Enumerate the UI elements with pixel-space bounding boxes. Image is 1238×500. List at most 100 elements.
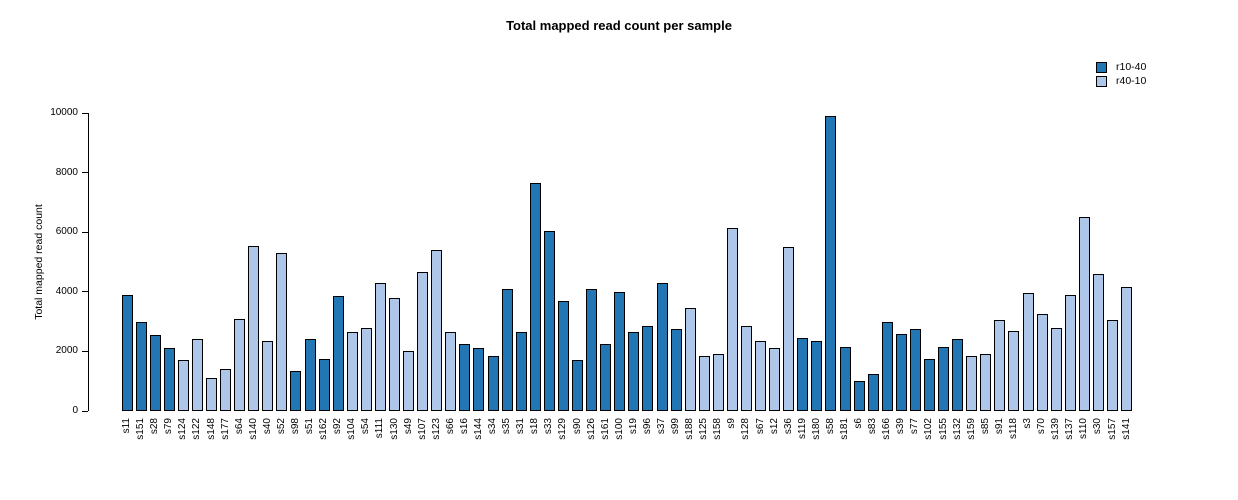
x-tick-label-s30: s30 — [1092, 418, 1104, 435]
bar-slot-s51: s51 — [303, 113, 317, 434]
x-tick-label-s52: s52 — [275, 418, 287, 435]
bar-slot-s159: s159 — [965, 113, 979, 440]
bar-s155 — [938, 346, 950, 411]
bar-s70 — [1036, 314, 1048, 411]
chart-title: Total mapped read count per sample — [506, 18, 732, 33]
bar-s54 — [360, 327, 372, 411]
x-tick-label-s110: s110 — [1078, 418, 1090, 439]
bar-slot-s58: s58 — [824, 113, 838, 434]
bar-s122 — [191, 339, 203, 411]
bar-slot-s9: s9 — [725, 113, 739, 429]
y-tick-label: 2000 — [55, 345, 78, 357]
bar-s144 — [473, 348, 485, 411]
bar-s162 — [318, 358, 330, 411]
x-tick-label-s98: s98 — [289, 418, 301, 435]
bar-slot-s107: s107 — [416, 113, 430, 440]
bar-slot-s132: s132 — [951, 113, 965, 440]
x-tick-label-s3: s3 — [1022, 418, 1034, 429]
x-tick-label-s90: s90 — [571, 418, 583, 435]
x-tick-label-s54: s54 — [360, 418, 372, 435]
bar-slot-s66: s66 — [444, 113, 458, 434]
x-tick-label-s64: s64 — [233, 418, 245, 435]
y-tick-label: 10000 — [50, 107, 78, 118]
y-tick-mark — [82, 410, 88, 412]
bar-s30 — [1092, 273, 1104, 411]
bar-s181 — [839, 346, 851, 411]
x-tick-label-s19: s19 — [627, 418, 639, 435]
bar-s34 — [487, 355, 499, 411]
bar-s51 — [304, 339, 316, 411]
bar-slot-s49: s49 — [402, 113, 416, 434]
x-tick-label-s104: s104 — [346, 418, 358, 440]
bar-s99 — [670, 329, 682, 411]
bar-slot-s34: s34 — [486, 113, 500, 434]
x-tick-label-s177: s177 — [219, 418, 231, 440]
bar-s37 — [656, 282, 668, 411]
x-tick-label-s180: s180 — [810, 418, 822, 440]
bar-s16 — [459, 343, 471, 411]
bar-slot-s12: s12 — [768, 113, 782, 434]
y-tick-mark — [82, 112, 88, 114]
bar-s28 — [149, 335, 161, 411]
x-tick-label-s36: s36 — [782, 418, 794, 435]
x-tick-label-s188: s188 — [684, 418, 696, 440]
bar-s118 — [1008, 330, 1020, 411]
y-tick-mark — [82, 291, 88, 293]
bar-s126 — [586, 288, 598, 411]
bar-slot-s104: s104 — [345, 113, 359, 440]
bar-s157 — [1107, 320, 1118, 411]
x-tick-label-s35: s35 — [501, 418, 513, 435]
bar-slot-s166: s166 — [880, 113, 894, 440]
bar-slot-s161: s161 — [599, 113, 613, 440]
x-tick-label-s139: s139 — [1050, 418, 1062, 440]
legend-swatch-r40-10 — [1096, 75, 1107, 87]
bar-slot-s67: s67 — [754, 113, 768, 434]
bar-s140 — [248, 245, 260, 411]
bar-s40 — [262, 340, 274, 411]
bar-s166 — [881, 321, 893, 411]
y-axis-title: Total mapped read count — [33, 204, 45, 320]
bar-slot-s70: s70 — [1035, 113, 1049, 434]
x-tick-label-s31: s31 — [515, 418, 527, 435]
bar-s49 — [403, 351, 415, 411]
x-tick-label-s91: s91 — [993, 418, 1005, 435]
y-tick-label: 6000 — [55, 226, 78, 238]
x-tick-label-s107: s107 — [416, 418, 428, 440]
bar-slot-s100: s100 — [613, 113, 627, 440]
x-tick-label-s141: s141 — [1120, 418, 1132, 440]
x-tick-label-s161: s161 — [599, 418, 611, 440]
bar-s125 — [698, 355, 710, 411]
x-tick-label-s126: s126 — [585, 418, 597, 440]
x-tick-label-s11: s11 — [121, 418, 133, 434]
bar-slot-s28: s28 — [148, 113, 162, 434]
bar-slot-s77: s77 — [908, 113, 922, 434]
x-tick-label-s28: s28 — [149, 418, 161, 435]
y-tick-mark — [82, 350, 88, 352]
x-tick-label-s66: s66 — [444, 418, 456, 435]
bar-s107 — [417, 272, 429, 411]
bar-slot-s36: s36 — [782, 113, 796, 434]
x-tick-label-s122: s122 — [191, 418, 203, 440]
x-tick-label-s148: s148 — [205, 418, 217, 440]
bar-s39 — [895, 333, 907, 411]
bar-slot-s137: s137 — [1063, 113, 1077, 440]
x-tick-label-s33: s33 — [543, 418, 555, 435]
x-tick-label-s125: s125 — [698, 418, 710, 440]
bar-slot-s54: s54 — [359, 113, 373, 434]
x-tick-label-s37: s37 — [656, 418, 667, 435]
bar-s66 — [445, 332, 457, 411]
bar-s64 — [234, 318, 246, 411]
bar-slot-s181: s181 — [838, 113, 852, 440]
legend-label-r40-10: r40-10 — [1116, 75, 1147, 87]
x-tick-label-s16: s16 — [458, 418, 470, 435]
bar-slot-s98: s98 — [289, 113, 303, 434]
y-tick-label: 8000 — [55, 166, 78, 178]
x-tick-label-s51: s51 — [304, 418, 316, 435]
bar-s11 — [121, 294, 133, 411]
x-tick-label-s79: s79 — [163, 418, 175, 435]
bar-slot-s180: s180 — [810, 113, 824, 440]
x-tick-label-s70: s70 — [1036, 418, 1048, 435]
bar-slot-s124: s124 — [176, 113, 190, 440]
bar-slot-s18: s18 — [528, 113, 542, 434]
